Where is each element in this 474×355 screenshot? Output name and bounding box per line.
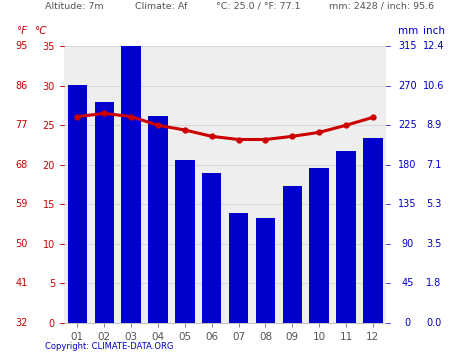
Text: 0: 0 [405,318,410,328]
Text: 180: 180 [399,160,417,170]
Bar [283,186,302,323]
Text: mm: mm [398,26,418,36]
Text: mm: 2428 / inch: 95.6: mm: 2428 / inch: 95.6 [329,2,435,11]
Bar [148,116,168,323]
Text: °C: °C [34,26,46,36]
Bar [310,168,329,323]
Text: 3.5: 3.5 [426,239,441,249]
Text: 50: 50 [15,239,27,249]
Text: 7.1: 7.1 [426,160,441,170]
Text: 68: 68 [15,160,27,170]
Text: 225: 225 [398,120,417,130]
Text: 12.4: 12.4 [423,41,445,51]
Text: inch: inch [423,26,445,36]
Text: 0.0: 0.0 [426,318,441,328]
Text: 5.3: 5.3 [426,200,441,209]
Text: °F: °F [16,26,27,36]
Text: 90: 90 [401,239,414,249]
Bar [337,151,356,323]
Text: Altitude: 7m: Altitude: 7m [45,2,104,11]
Text: °C: 25.0 / °F: 77.1: °C: 25.0 / °F: 77.1 [216,2,300,11]
Bar [95,102,114,323]
Text: 8.9: 8.9 [426,120,441,130]
Text: 41: 41 [15,278,27,289]
Bar [175,159,194,323]
Text: Climate: Af: Climate: Af [135,2,187,11]
Bar [121,46,141,323]
Text: 95: 95 [15,41,27,51]
Text: 59: 59 [15,200,27,209]
Text: 10.6: 10.6 [423,81,445,91]
Bar [363,138,383,323]
Text: 77: 77 [15,120,27,130]
Text: 135: 135 [398,200,417,209]
Bar [229,213,248,323]
Bar [68,85,87,323]
Text: Copyright: CLIMATE-DATA.ORG: Copyright: CLIMATE-DATA.ORG [45,343,173,351]
Bar [202,173,221,323]
Text: 270: 270 [398,81,417,91]
Bar [256,218,275,323]
Text: 32: 32 [15,318,27,328]
Text: 86: 86 [15,81,27,91]
Text: 1.8: 1.8 [426,278,441,289]
Text: 315: 315 [398,41,417,51]
Text: 45: 45 [401,278,414,289]
